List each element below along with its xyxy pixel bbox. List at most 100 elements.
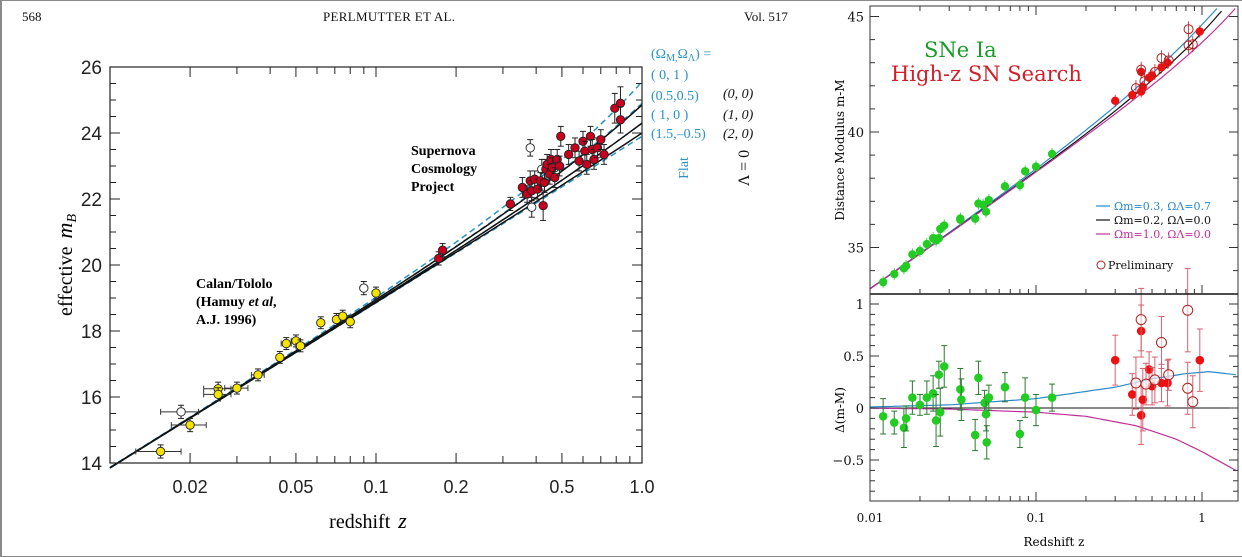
preliminary-marker-icon	[1096, 260, 1106, 270]
data-point	[1047, 393, 1057, 402]
svg-text:Supernova: Supernova	[411, 144, 476, 159]
data-point	[1020, 167, 1030, 176]
data-point	[253, 370, 263, 380]
y-tick-label: 24	[81, 124, 103, 145]
data-point	[915, 400, 925, 410]
data-point	[505, 199, 516, 209]
y-tick-label: 0.5	[843, 350, 864, 365]
data-point	[978, 200, 988, 209]
x-tick-label: 0.05	[278, 477, 313, 497]
preliminary-point	[1163, 369, 1175, 381]
data-point	[970, 214, 980, 223]
perlmutter-hubble-chart: 14 16 18 20 22 24 26 0.02 0.05 0.1 0.2 0.5 1.0 redsh…	[52, 47, 754, 533]
x-tick-label: 0.02	[173, 477, 208, 497]
x-tick-label: 1.0	[629, 477, 654, 497]
data-point	[437, 245, 448, 255]
data-point	[371, 288, 381, 298]
data-point	[316, 318, 326, 328]
data-point	[539, 177, 550, 188]
data-point	[1047, 149, 1057, 159]
right-tick-labels: 0.01 0.1 1 35 40 45 −0.5 0 0.5 1	[832, 11, 1205, 526]
data-point	[1015, 180, 1025, 190]
data-point	[185, 420, 195, 430]
data-point	[970, 430, 980, 440]
y-tick-label: 45	[847, 11, 864, 26]
legend-flat-0: ( 0, 1 )	[651, 68, 689, 83]
svg-text:Calan/Tololo: Calan/Tololo	[196, 277, 273, 292]
open-data-point	[525, 143, 535, 153]
top-curve-lcdm	[869, 8, 1218, 290]
top-data-points	[878, 21, 1205, 289]
annotation-scp: Supernova Cosmology Project	[411, 144, 477, 195]
legend-preliminary: Preliminary	[1108, 259, 1174, 272]
legend-lambda0-1: (1, 0)	[723, 108, 754, 123]
model-legend: (ΩM,ΩΛ) = ( 0, 1 ) (0.5,0.5) ( 1, 0 ) (1…	[651, 47, 754, 186]
plot-frame-right	[869, 5, 1239, 502]
data-point	[1195, 27, 1205, 36]
preliminary-point	[1149, 66, 1160, 77]
data-points	[135, 86, 626, 459]
y-tick-label: 16	[81, 388, 102, 409]
data-point	[934, 370, 944, 380]
x-tick-label: 1	[1198, 511, 1206, 525]
residual-curve-eds	[869, 407, 1237, 471]
y-tick-label: 18	[81, 322, 102, 343]
right-x-axis-label: Redshift z	[1024, 535, 1085, 549]
right-y-axis-label-top: Distance Modulus m-M	[833, 79, 847, 220]
legend-flat-2: ( 1, 0 )	[651, 108, 689, 123]
x-axis-label: redshift z	[329, 508, 407, 533]
x-tick-label: 0.1	[363, 477, 388, 497]
preliminary-point	[1130, 83, 1141, 94]
data-point	[1111, 96, 1120, 106]
page-number: 568	[22, 9, 42, 24]
preliminary-point	[1135, 314, 1147, 326]
preliminary-point	[1182, 304, 1194, 316]
preliminary-point	[1149, 374, 1161, 386]
data-point	[564, 149, 574, 160]
data-point	[922, 239, 932, 249]
data-point	[585, 131, 596, 141]
svg-text:(Hamuy et al,: (Hamuy et al,	[196, 295, 277, 310]
preliminary-point	[1187, 39, 1198, 50]
data-point	[901, 414, 911, 423]
residual-data-points	[878, 268, 1205, 460]
x-tick-label: 0.5	[549, 477, 574, 497]
y-axis-label: effectivemB	[52, 214, 80, 316]
data-point	[956, 384, 965, 394]
right-axis-ticks	[869, 6, 1238, 501]
data-point	[890, 269, 899, 279]
data-point	[281, 338, 291, 349]
y-tick-label: 26	[81, 58, 102, 79]
data-point	[939, 362, 949, 371]
data-point	[345, 317, 355, 327]
legend-lambda0-2: (2, 0)	[723, 127, 754, 142]
data-point	[1000, 182, 1010, 191]
data-point	[1157, 63, 1166, 72]
data-point	[1020, 393, 1030, 402]
data-point	[957, 395, 966, 404]
y-tick-label: 14	[81, 454, 103, 475]
x-tick-label: 0.01	[857, 511, 884, 525]
data-point	[213, 389, 223, 400]
data-point	[981, 207, 991, 216]
data-point	[940, 221, 949, 230]
data-point	[974, 373, 983, 383]
legend-flat-3: (1.5,–0.5)	[651, 127, 706, 142]
data-point	[878, 277, 888, 287]
annotation-calan-tololo: Calan/Tololo (Hamuy et al, A.J. 1996)	[196, 277, 277, 328]
data-point	[1163, 378, 1172, 388]
y-tick-label: 0	[856, 402, 864, 417]
data-point	[599, 149, 609, 160]
data-point	[934, 234, 944, 243]
data-point	[1127, 390, 1137, 399]
data-point	[984, 393, 994, 402]
data-point	[295, 341, 306, 351]
preliminary-point	[1183, 24, 1194, 35]
data-point	[538, 200, 548, 211]
top-curve-eds	[869, 8, 1236, 290]
legend-flat-1: (0.5,0.5)	[651, 89, 699, 104]
legend-lambda0-0: (0, 0)	[723, 87, 754, 102]
data-point	[1031, 162, 1041, 171]
legend-flat-label: Flat	[677, 157, 692, 179]
